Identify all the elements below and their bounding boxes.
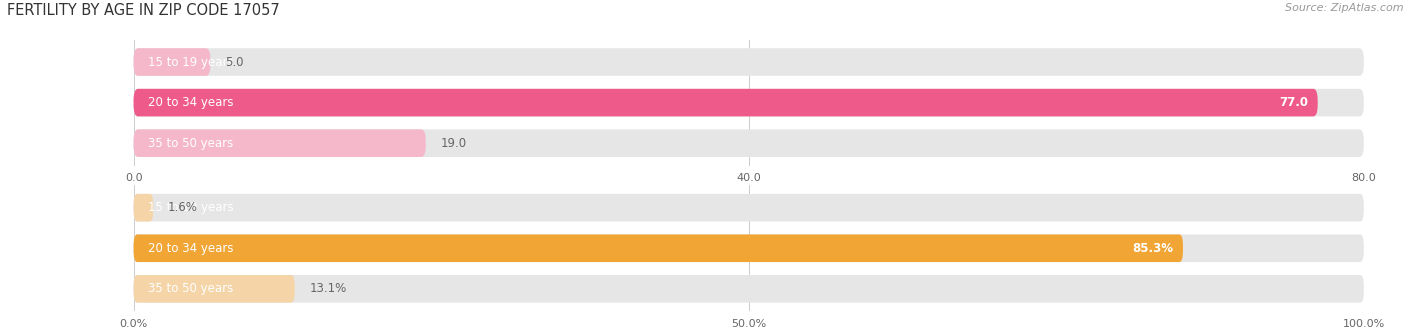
FancyBboxPatch shape	[134, 275, 295, 303]
Text: 1.6%: 1.6%	[169, 201, 198, 214]
FancyBboxPatch shape	[134, 129, 1364, 157]
FancyBboxPatch shape	[134, 129, 426, 157]
Text: 35 to 50 years: 35 to 50 years	[149, 137, 233, 150]
FancyBboxPatch shape	[134, 89, 1364, 117]
Text: 19.0: 19.0	[440, 137, 467, 150]
Text: 77.0: 77.0	[1279, 96, 1308, 109]
FancyBboxPatch shape	[134, 234, 1364, 262]
Text: Source: ZipAtlas.com: Source: ZipAtlas.com	[1285, 3, 1403, 13]
Text: 5.0: 5.0	[225, 56, 243, 69]
Text: FERTILITY BY AGE IN ZIP CODE 17057: FERTILITY BY AGE IN ZIP CODE 17057	[7, 3, 280, 18]
Text: 13.1%: 13.1%	[309, 282, 347, 295]
FancyBboxPatch shape	[134, 194, 1364, 221]
FancyBboxPatch shape	[134, 234, 1182, 262]
FancyBboxPatch shape	[134, 89, 1317, 117]
FancyBboxPatch shape	[134, 194, 153, 221]
Text: 35 to 50 years: 35 to 50 years	[149, 282, 233, 295]
FancyBboxPatch shape	[134, 48, 1364, 76]
Text: 20 to 34 years: 20 to 34 years	[149, 242, 233, 255]
Text: 15 to 19 years: 15 to 19 years	[149, 56, 233, 69]
FancyBboxPatch shape	[134, 275, 1364, 303]
Text: 20 to 34 years: 20 to 34 years	[149, 96, 233, 109]
Text: 85.3%: 85.3%	[1132, 242, 1173, 255]
Text: 15 to 19 years: 15 to 19 years	[149, 201, 233, 214]
FancyBboxPatch shape	[134, 48, 211, 76]
